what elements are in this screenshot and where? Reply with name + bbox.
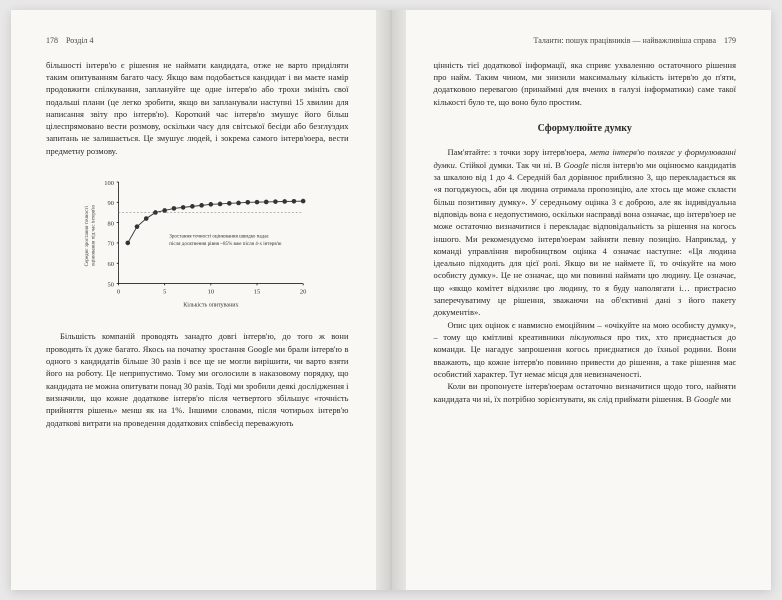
y-ticks: 50 60 70 80 90 100	[104, 180, 118, 289]
right-para-2: Пам'ятайте: з точки зору інтерв'юера, ме…	[434, 146, 737, 318]
book-spread: 178 Розділ 4 більшості інтерв'ю є рішенн…	[11, 10, 771, 590]
svg-text:80: 80	[108, 220, 114, 227]
svg-text:5: 5	[163, 289, 166, 296]
svg-text:60: 60	[108, 261, 114, 268]
svg-text:15: 15	[254, 289, 260, 296]
left-para-1: більшості інтерв'ю є рішення не наймати …	[46, 59, 349, 158]
right-header: Таланти: пошук працівників — найважливіш…	[434, 35, 737, 47]
left-chapter-label: Розділ 4	[66, 35, 94, 47]
left-page-number: 178	[46, 35, 58, 47]
svg-text:20: 20	[300, 289, 306, 296]
svg-text:50: 50	[108, 281, 114, 288]
right-para-1: цінність тієї додаткової інформації, яка…	[434, 59, 737, 108]
svg-text:10: 10	[208, 289, 214, 296]
x-ticks: 0 5 10 15 20	[117, 284, 306, 296]
right-chapter-label: Таланти: пошук працівників — найважливіш…	[534, 35, 716, 47]
chart-annotation: Зростання точності оцінювання швидко пад…	[170, 233, 282, 246]
svg-text:90: 90	[108, 200, 114, 207]
svg-text:0: 0	[117, 289, 120, 296]
interview-accuracy-chart: 50 60 70 80 90 100 0 5	[46, 167, 349, 320]
section-heading: Сформулюйте думку	[434, 122, 737, 137]
chart-svg: 50 60 70 80 90 100 0 5	[77, 172, 317, 312]
svg-text:70: 70	[108, 241, 114, 248]
x-axis-label: Кількість опитуваних	[183, 303, 238, 309]
right-page: Таланти: пошук працівників — найважливіш…	[389, 10, 772, 590]
left-para-2: Більшість компаній проводять занадто дов…	[46, 330, 349, 429]
svg-text:100: 100	[104, 180, 114, 187]
y-axis-label: Середнє зростання точності оцінювання пі…	[84, 205, 96, 267]
left-header: 178 Розділ 4	[46, 35, 349, 47]
left-body-2: Більшість компаній проводять занадто дов…	[46, 330, 349, 429]
left-page: 178 Розділ 4 більшості інтерв'ю є рішенн…	[11, 10, 389, 590]
right-para-3: Опис цих оцінок є навмисно емоційним – «…	[434, 319, 737, 381]
right-para-4: Коли ви пропонуєте інтерв'юерам остаточн…	[434, 380, 737, 405]
right-body: цінність тієї додаткової інформації, яка…	[434, 59, 737, 108]
left-body: більшості інтерв'ю є рішення не наймати …	[46, 59, 349, 158]
right-body-2: Пам'ятайте: з точки зору інтерв'юера, ме…	[434, 146, 737, 405]
right-page-number: 179	[724, 35, 736, 47]
